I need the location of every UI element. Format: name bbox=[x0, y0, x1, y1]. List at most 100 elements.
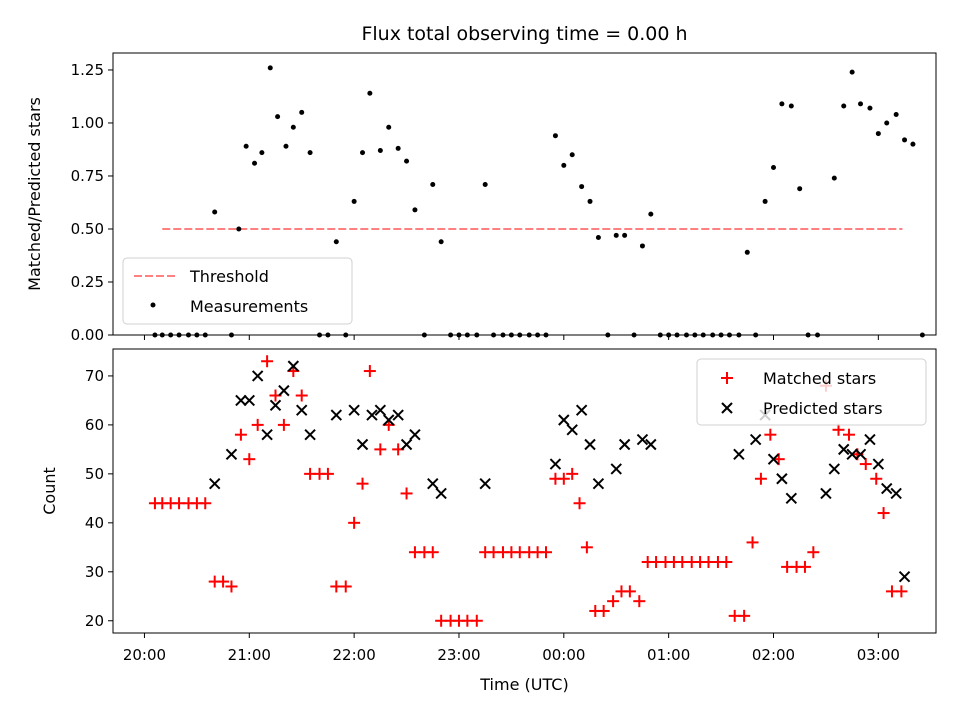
measurement-point bbox=[176, 332, 182, 338]
bottom-y-ticks: 20 30 40 50 60 70 bbox=[85, 367, 113, 630]
matched-star-marker bbox=[243, 453, 256, 466]
predicted-diag-b bbox=[251, 370, 264, 382]
y-tick-label: 30 bbox=[85, 563, 104, 581]
predicted-diag-b bbox=[304, 428, 316, 441]
matched-star-marker bbox=[580, 541, 593, 554]
measurement-point bbox=[395, 145, 401, 151]
measurement-point bbox=[317, 332, 323, 338]
bottom-legend-box bbox=[696, 358, 927, 426]
measurement-point bbox=[159, 332, 165, 338]
predicted-star-marker bbox=[269, 399, 282, 412]
predicted-star-marker bbox=[225, 448, 238, 460]
x-tick-label: 20:00 bbox=[123, 646, 166, 664]
predicted-diag-b bbox=[296, 404, 308, 416]
measurement-point bbox=[252, 160, 258, 166]
measurement-point bbox=[482, 181, 488, 187]
predicted-diag-b bbox=[776, 473, 788, 485]
measurement-point bbox=[508, 332, 514, 338]
measurement-point bbox=[267, 65, 273, 71]
y-tick-label: 40 bbox=[85, 514, 104, 532]
predicted-diag-b bbox=[558, 414, 570, 426]
predicted-diag-b bbox=[225, 448, 238, 460]
predicted-star-marker bbox=[890, 487, 902, 500]
predicted-star-marker bbox=[549, 458, 562, 470]
measurement-point bbox=[622, 232, 628, 238]
predicted-star-marker bbox=[435, 487, 447, 500]
predicted-star-marker bbox=[479, 477, 491, 490]
matched-star-marker bbox=[738, 609, 751, 622]
y-tick-label: 70 bbox=[85, 367, 104, 385]
matched-star-marker bbox=[199, 497, 212, 510]
predicted-diag-b bbox=[235, 394, 247, 407]
measurement-point bbox=[194, 332, 200, 338]
predicted-star-marker bbox=[251, 370, 264, 382]
matched-star-marker bbox=[277, 418, 290, 431]
top-legend: Threshold Measurements bbox=[122, 257, 353, 325]
matched-star-marker bbox=[754, 472, 767, 485]
measurement-point bbox=[500, 332, 506, 338]
measurement-point bbox=[360, 150, 366, 156]
y-tick-label: 0.50 bbox=[71, 220, 104, 238]
matched-star-marker bbox=[557, 472, 570, 485]
legend-threshold-label: Threshold bbox=[189, 267, 269, 286]
bottom-plot-marks bbox=[148, 355, 911, 627]
predicted-diag-b bbox=[243, 394, 256, 407]
predicted-diag-b bbox=[348, 404, 360, 416]
legend-matched-swatch bbox=[721, 372, 733, 384]
predicted-star-marker bbox=[575, 404, 588, 416]
measurement-point bbox=[526, 332, 532, 338]
measurement-point bbox=[639, 243, 645, 249]
matched-star-marker bbox=[295, 389, 308, 402]
measurement-point bbox=[351, 198, 357, 204]
matched-star-marker bbox=[225, 580, 238, 593]
measurement-point bbox=[744, 249, 750, 255]
measurement-point bbox=[831, 175, 837, 181]
predicted-star-marker bbox=[558, 414, 570, 426]
measurement-point bbox=[919, 332, 925, 338]
measurement-point bbox=[674, 332, 680, 338]
measurement-point bbox=[770, 164, 776, 170]
predicted-star-marker bbox=[618, 438, 631, 451]
y-tick-label: 1.00 bbox=[71, 114, 104, 132]
matched-star-marker bbox=[234, 428, 247, 441]
top-plot: 0.00 0.25 0.50 0.75 1.00 1.25 Matched/Predict… bbox=[25, 52, 937, 344]
legend-matched-label: Matched stars bbox=[763, 369, 876, 388]
predicted-star-marker bbox=[767, 453, 780, 465]
predicted-diag-b bbox=[584, 438, 596, 451]
measurement-point bbox=[587, 198, 593, 204]
legend-measurements-swatch bbox=[150, 302, 156, 308]
predicted-star-marker bbox=[854, 448, 867, 460]
predicted-star-marker bbox=[243, 394, 256, 407]
legend-predicted-label: Predicted stars bbox=[763, 399, 883, 418]
measurement-point bbox=[448, 332, 454, 338]
legend-measurements-label: Measurements bbox=[190, 297, 308, 316]
matched-star-marker bbox=[832, 423, 845, 436]
predicted-diag-b bbox=[820, 487, 832, 500]
predicted-diag-b bbox=[208, 477, 221, 490]
measurement-point bbox=[259, 150, 265, 156]
measurement-point bbox=[202, 332, 208, 338]
predicted-diag-b bbox=[400, 438, 413, 451]
predicted-diag-b bbox=[566, 424, 578, 436]
top-y-ticks: 0.00 0.25 0.50 0.75 1.00 1.25 bbox=[71, 61, 113, 344]
predicted-star-marker bbox=[287, 360, 300, 372]
measurement-point bbox=[692, 332, 698, 338]
y-tick-label: 0.00 bbox=[71, 326, 104, 344]
predicted-star-marker bbox=[776, 473, 788, 485]
matched-star-marker bbox=[746, 536, 759, 549]
measurement-point bbox=[404, 158, 410, 164]
predicted-diag-b bbox=[575, 404, 588, 416]
measurement-point bbox=[569, 152, 575, 158]
measurement-point bbox=[325, 332, 331, 338]
matched-star-marker bbox=[597, 604, 610, 617]
measurement-point bbox=[552, 133, 558, 139]
matched-star-marker bbox=[623, 585, 636, 598]
measurement-point bbox=[910, 141, 916, 147]
predicted-diag-b bbox=[838, 443, 850, 456]
matched-star-marker bbox=[798, 560, 811, 573]
predicted-diag-b bbox=[785, 492, 798, 505]
predicted-diag-b bbox=[846, 448, 858, 460]
predicted-diag-b bbox=[610, 463, 622, 475]
bottom-y-axis-label: Count bbox=[40, 467, 59, 515]
predicted-star-marker bbox=[278, 384, 290, 397]
